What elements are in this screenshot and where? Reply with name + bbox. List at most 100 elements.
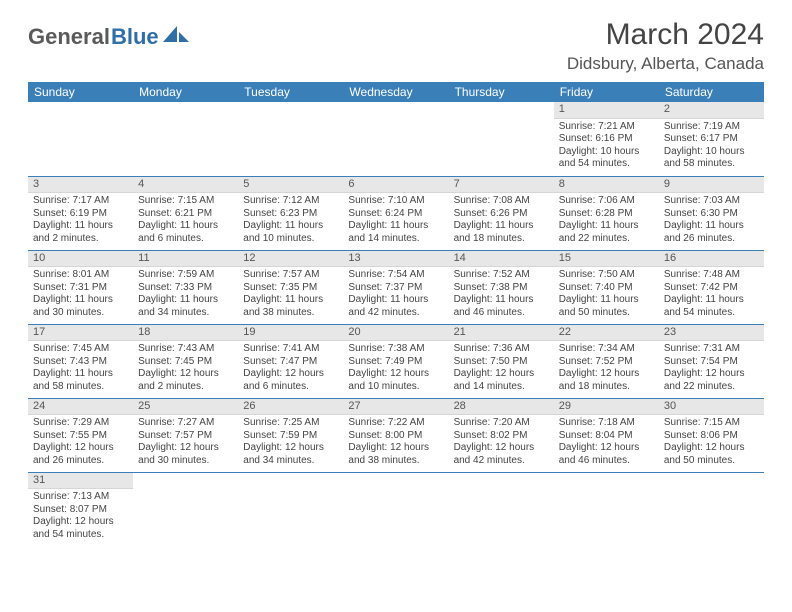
day-details: Sunrise: 7:13 AMSunset: 8:07 PMDaylight:… [28,489,133,545]
calendar-cell [133,102,238,176]
day-line-dl2: and 54 minutes. [559,158,654,171]
day-details: Sunrise: 7:57 AMSunset: 7:35 PMDaylight:… [238,267,343,323]
day-line-ss: Sunset: 7:55 PM [33,430,128,443]
day-line-sr: Sunrise: 7:43 AM [138,343,233,356]
weekday-header: Tuesday [238,82,343,102]
day-number: 30 [659,399,764,416]
calendar-cell: 21Sunrise: 7:36 AMSunset: 7:50 PMDayligh… [449,324,554,398]
day-number: 1 [554,102,659,119]
page-header: General Blue March 2024 Didsbury, Albert… [28,18,764,74]
day-line-dl1: Daylight: 12 hours [559,442,654,455]
day-line-dl1: Daylight: 11 hours [138,220,233,233]
day-details: Sunrise: 7:27 AMSunset: 7:57 PMDaylight:… [133,415,238,471]
day-details: Sunrise: 7:29 AMSunset: 7:55 PMDaylight:… [28,415,133,471]
day-line-ss: Sunset: 8:00 PM [348,430,443,443]
location-subtitle: Didsbury, Alberta, Canada [567,54,764,74]
calendar-cell: 17Sunrise: 7:45 AMSunset: 7:43 PMDayligh… [28,324,133,398]
day-line-dl1: Daylight: 11 hours [348,220,443,233]
day-line-dl1: Daylight: 12 hours [454,368,549,381]
logo-text-general: General [28,24,110,50]
day-details: Sunrise: 7:38 AMSunset: 7:49 PMDaylight:… [343,341,448,397]
day-line-dl2: and 30 minutes. [33,307,128,320]
day-line-sr: Sunrise: 7:29 AM [33,417,128,430]
day-line-dl1: Daylight: 10 hours [664,146,759,159]
day-line-ss: Sunset: 8:04 PM [559,430,654,443]
day-line-dl1: Daylight: 12 hours [243,368,338,381]
calendar-body: 1Sunrise: 7:21 AMSunset: 6:16 PMDaylight… [28,102,764,552]
day-line-ss: Sunset: 7:37 PM [348,282,443,295]
calendar-cell [238,102,343,176]
day-line-ss: Sunset: 7:50 PM [454,356,549,369]
day-line-sr: Sunrise: 7:45 AM [33,343,128,356]
day-line-ss: Sunset: 6:23 PM [243,208,338,221]
day-details: Sunrise: 7:41 AMSunset: 7:47 PMDaylight:… [238,341,343,397]
day-number: 18 [133,325,238,342]
day-line-dl2: and 30 minutes. [138,455,233,468]
calendar-cell: 7Sunrise: 7:08 AMSunset: 6:26 PMDaylight… [449,176,554,250]
day-number: 14 [449,251,554,268]
day-line-sr: Sunrise: 7:06 AM [559,195,654,208]
day-line-dl1: Daylight: 11 hours [138,294,233,307]
day-line-sr: Sunrise: 7:08 AM [454,195,549,208]
weekday-header: Wednesday [343,82,448,102]
day-line-dl1: Daylight: 12 hours [664,368,759,381]
calendar-week-row: 1Sunrise: 7:21 AMSunset: 6:16 PMDaylight… [28,102,764,176]
day-line-dl2: and 58 minutes. [664,158,759,171]
calendar-cell [238,472,343,552]
day-line-dl1: Daylight: 12 hours [664,442,759,455]
day-line-dl2: and 2 minutes. [33,233,128,246]
day-line-dl2: and 38 minutes. [348,455,443,468]
calendar-table: SundayMondayTuesdayWednesdayThursdayFrid… [28,82,764,552]
day-number: 27 [343,399,448,416]
day-details: Sunrise: 7:52 AMSunset: 7:38 PMDaylight:… [449,267,554,323]
day-details: Sunrise: 7:45 AMSunset: 7:43 PMDaylight:… [28,341,133,397]
day-details: Sunrise: 7:10 AMSunset: 6:24 PMDaylight:… [343,193,448,249]
day-line-dl2: and 26 minutes. [664,233,759,246]
day-line-dl1: Daylight: 12 hours [348,442,443,455]
calendar-cell: 15Sunrise: 7:50 AMSunset: 7:40 PMDayligh… [554,250,659,324]
calendar-week-row: 17Sunrise: 7:45 AMSunset: 7:43 PMDayligh… [28,324,764,398]
day-line-ss: Sunset: 8:06 PM [664,430,759,443]
day-line-sr: Sunrise: 7:54 AM [348,269,443,282]
day-number: 28 [449,399,554,416]
day-details: Sunrise: 7:31 AMSunset: 7:54 PMDaylight:… [659,341,764,397]
day-line-dl2: and 6 minutes. [138,233,233,246]
day-line-dl1: Daylight: 11 hours [664,294,759,307]
day-line-sr: Sunrise: 7:59 AM [138,269,233,282]
day-line-dl2: and 18 minutes. [454,233,549,246]
day-line-dl1: Daylight: 12 hours [243,442,338,455]
day-details: Sunrise: 7:08 AMSunset: 6:26 PMDaylight:… [449,193,554,249]
day-line-dl1: Daylight: 11 hours [454,220,549,233]
day-line-sr: Sunrise: 7:27 AM [138,417,233,430]
day-line-sr: Sunrise: 7:36 AM [454,343,549,356]
day-line-dl1: Daylight: 12 hours [559,368,654,381]
day-line-ss: Sunset: 6:17 PM [664,133,759,146]
day-line-sr: Sunrise: 7:52 AM [454,269,549,282]
day-line-dl1: Daylight: 12 hours [33,516,128,529]
day-number: 2 [659,102,764,119]
day-line-dl2: and 34 minutes. [243,455,338,468]
day-line-ss: Sunset: 7:42 PM [664,282,759,295]
day-number: 6 [343,177,448,194]
calendar-cell: 11Sunrise: 7:59 AMSunset: 7:33 PMDayligh… [133,250,238,324]
day-line-dl2: and 10 minutes. [243,233,338,246]
day-line-ss: Sunset: 7:57 PM [138,430,233,443]
calendar-cell: 31Sunrise: 7:13 AMSunset: 8:07 PMDayligh… [28,472,133,552]
day-number: 22 [554,325,659,342]
day-line-sr: Sunrise: 7:13 AM [33,491,128,504]
day-line-dl2: and 54 minutes. [33,529,128,542]
calendar-week-row: 3Sunrise: 7:17 AMSunset: 6:19 PMDaylight… [28,176,764,250]
calendar-cell [133,472,238,552]
day-line-sr: Sunrise: 7:25 AM [243,417,338,430]
day-line-dl2: and 42 minutes. [348,307,443,320]
day-line-dl2: and 46 minutes. [559,455,654,468]
calendar-cell [554,472,659,552]
day-line-dl2: and 22 minutes. [559,233,654,246]
day-details: Sunrise: 7:12 AMSunset: 6:23 PMDaylight:… [238,193,343,249]
day-line-ss: Sunset: 7:43 PM [33,356,128,369]
day-line-ss: Sunset: 6:16 PM [559,133,654,146]
day-line-dl1: Daylight: 11 hours [243,294,338,307]
day-line-ss: Sunset: 6:26 PM [454,208,549,221]
day-line-dl1: Daylight: 11 hours [243,220,338,233]
day-number: 23 [659,325,764,342]
